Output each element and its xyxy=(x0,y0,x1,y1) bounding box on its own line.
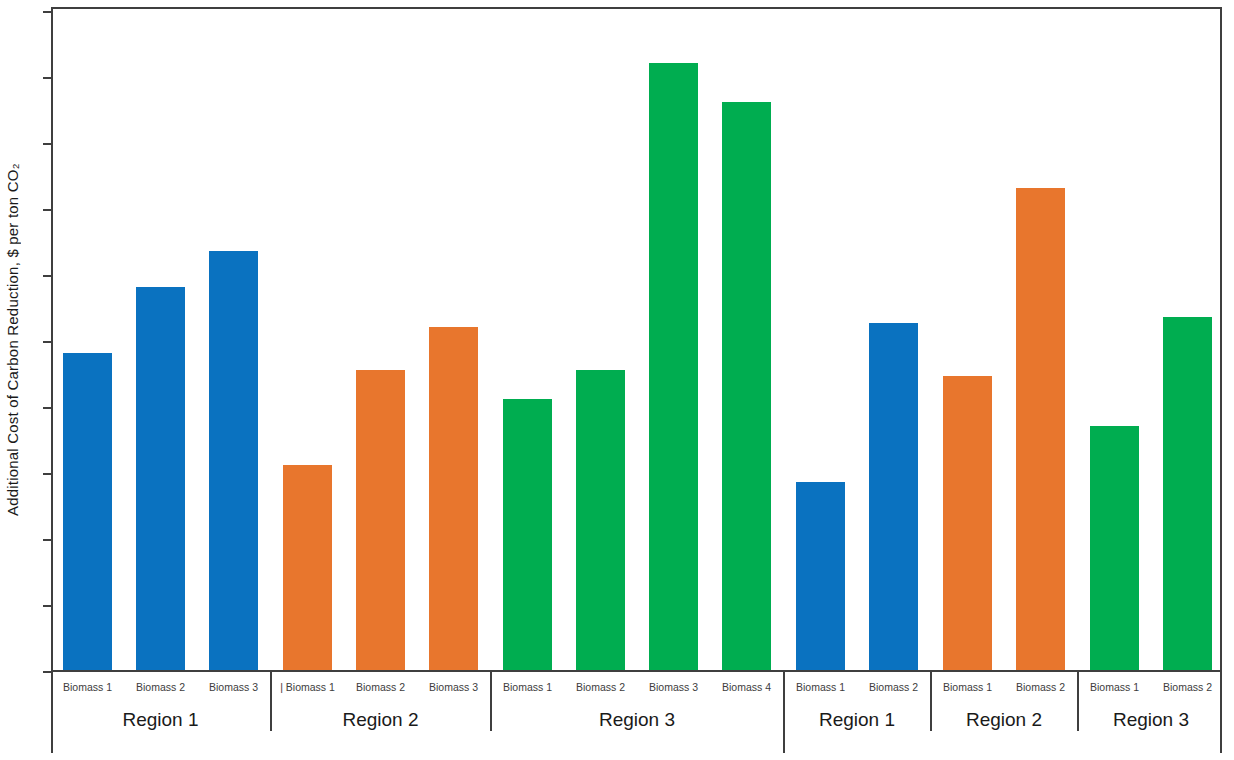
biomass-label: Biomass 1 xyxy=(779,681,863,693)
bar-region-3-biomass-3 xyxy=(649,63,698,670)
axis-edge-line xyxy=(1220,672,1222,753)
region-label: Region 2 xyxy=(931,709,1078,731)
region-label: Region 1 xyxy=(784,709,931,731)
biomass-label: | Biomass 1 xyxy=(266,681,350,693)
bar-region-2-biomass-2 xyxy=(1016,188,1065,670)
y-axis-tick xyxy=(43,11,51,13)
bar-region-2-biomass-3 xyxy=(429,327,478,670)
bar-region-1-biomass-1 xyxy=(63,353,112,670)
y-axis-title: Additional Cost of Carbon Reduction, $ p… xyxy=(4,7,26,672)
y-axis-tick xyxy=(43,275,51,277)
plot-area xyxy=(51,7,1222,672)
bar-region-3-biomass-1 xyxy=(503,399,552,670)
bar-region-1-biomass-3 xyxy=(209,251,258,670)
y-axis-tick xyxy=(43,77,51,79)
bar-region-2-biomass-2 xyxy=(356,370,405,670)
bar-region-3-biomass-4 xyxy=(722,102,771,670)
bar-region-1-biomass-2 xyxy=(136,287,185,670)
biomass-label: Biomass 1 xyxy=(1073,681,1157,693)
y-axis-tick xyxy=(43,407,51,409)
axis-edge-line xyxy=(51,672,53,753)
region-label: Region 2 xyxy=(271,709,491,731)
y-axis-tick xyxy=(43,605,51,607)
biomass-label: Biomass 2 xyxy=(339,681,423,693)
bar-region-2-biomass-1 xyxy=(943,376,992,670)
bar-region-3-biomass-1 xyxy=(1090,426,1139,670)
bar-region-1-biomass-2 xyxy=(869,323,918,670)
region-label: Region 3 xyxy=(491,709,784,731)
y-axis-tick xyxy=(43,341,51,343)
biomass-label: Biomass 2 xyxy=(852,681,936,693)
region-label: Region 3 xyxy=(1078,709,1225,731)
y-axis-tick xyxy=(43,671,51,673)
biomass-label: Biomass 3 xyxy=(192,681,276,693)
biomass-label: Biomass 1 xyxy=(926,681,1010,693)
biomass-label: Biomass 2 xyxy=(999,681,1083,693)
y-axis-tick xyxy=(43,473,51,475)
biomass-label: Biomass 1 xyxy=(486,681,570,693)
y-axis-tick xyxy=(43,539,51,541)
biomass-label: Biomass 2 xyxy=(559,681,643,693)
bar-chart: Additional Cost of Carbon Reduction, $ p… xyxy=(0,0,1234,760)
bar-region-2-biomass-1 xyxy=(283,465,332,670)
bar-region-3-biomass-2 xyxy=(1163,317,1212,670)
biomass-label: Biomass 2 xyxy=(119,681,203,693)
biomass-label: Biomass 1 xyxy=(46,681,130,693)
biomass-label: Biomass 3 xyxy=(632,681,716,693)
bar-region-3-biomass-2 xyxy=(576,370,625,670)
biomass-label: Biomass 3 xyxy=(412,681,496,693)
y-axis-tick xyxy=(43,143,51,145)
biomass-label: Biomass 4 xyxy=(705,681,789,693)
bar-region-1-biomass-1 xyxy=(796,482,845,670)
y-axis-tick xyxy=(43,209,51,211)
biomass-label: Biomass 2 xyxy=(1146,681,1230,693)
region-label: Region 1 xyxy=(51,709,271,731)
